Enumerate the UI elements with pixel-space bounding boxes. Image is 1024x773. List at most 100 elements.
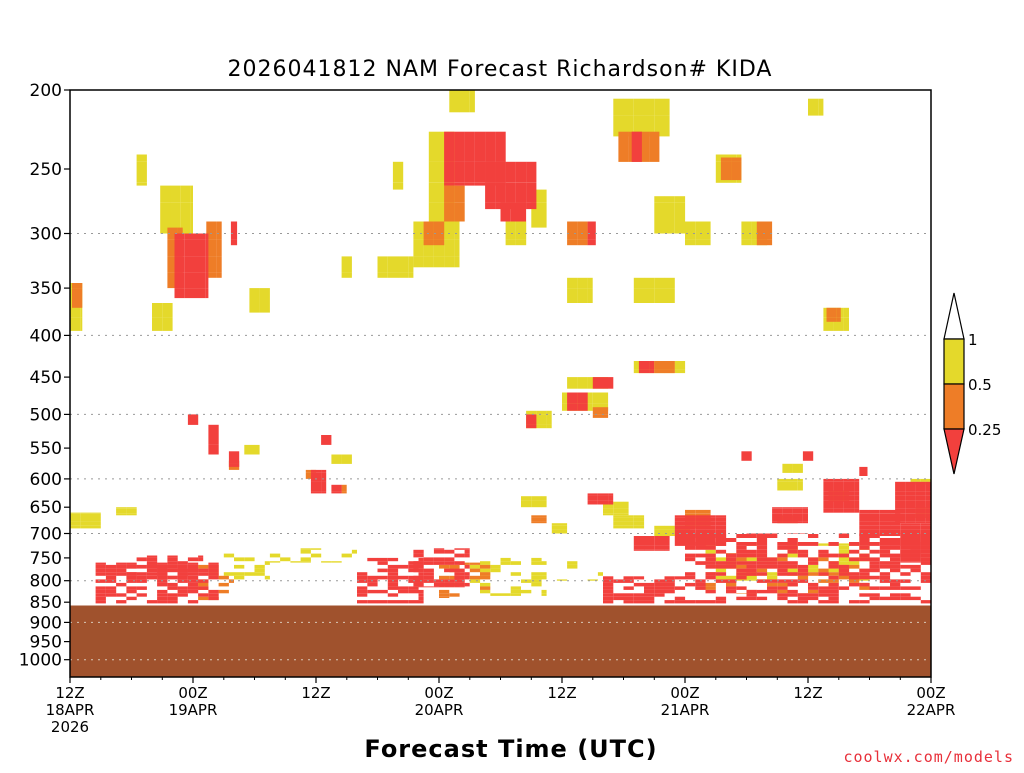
ri-cell-yellow: [644, 288, 655, 303]
ri-cell-orange: [72, 303, 83, 308]
ri-cell-red: [433, 557, 445, 562]
ri-cell-red: [772, 508, 783, 514]
ri-cell-red: [736, 534, 747, 538]
ri-cell-yellow: [190, 221, 193, 234]
ri-cell-yellow: [751, 221, 762, 240]
ri-cell-orange: [695, 509, 706, 514]
ri-cell-red: [357, 575, 368, 580]
ri-cell-red: [802, 454, 814, 461]
ri-cell-orange: [638, 139, 650, 162]
ri-cell-red: [910, 525, 921, 530]
ri-cell-yellow: [664, 98, 670, 116]
ri-cell-red: [623, 593, 634, 597]
ri-cell-red: [756, 557, 768, 562]
ri-cell-red: [890, 579, 901, 583]
ri-cell-red: [787, 589, 798, 594]
ri-cell-red: [879, 549, 891, 554]
ri-cell-red: [454, 548, 465, 550]
ri-cell-red: [228, 463, 240, 467]
ri-cell-red: [510, 202, 521, 222]
ri-cell-yellow: [428, 161, 440, 183]
ri-cell-red: [464, 131, 475, 140]
ri-cell-yellow: [726, 575, 737, 580]
ri-cell-red: [116, 593, 127, 597]
ri-cell-red: [859, 521, 870, 526]
ri-cell-orange: [439, 575, 450, 580]
ri-cell-yellow: [116, 513, 127, 516]
ri-cell-red: [146, 568, 158, 573]
ri-cell-orange: [736, 564, 747, 569]
ri-cell-red: [126, 572, 137, 576]
ri-cell-red: [444, 139, 455, 162]
ri-cell-red: [705, 557, 716, 562]
ri-cell-red: [474, 139, 486, 162]
ri-cell-red: [797, 593, 809, 597]
ri-cell-yellow: [685, 239, 696, 246]
ri-cell-red: [843, 500, 855, 505]
ri-cell-red: [413, 553, 424, 558]
ri-cell-yellow: [180, 202, 191, 222]
ri-cell-yellow: [341, 553, 352, 558]
ri-cell-yellow: [567, 288, 578, 303]
ri-cell-red: [205, 239, 209, 257]
ri-cell-yellow: [546, 424, 552, 429]
ri-cell-red: [869, 564, 880, 569]
ri-cell-red: [577, 392, 588, 404]
ri-cell-orange: [828, 572, 839, 576]
ri-cell-red: [603, 576, 614, 580]
ri-cell-red: [167, 593, 178, 597]
y-tick-label: 650: [30, 498, 62, 518]
ri-cell-yellow: [80, 517, 91, 522]
ri-cell-yellow: [162, 303, 173, 318]
ri-cell-orange: [480, 586, 491, 590]
ri-cell-red: [187, 589, 199, 594]
ri-cell-yellow: [592, 392, 604, 404]
ri-cell-yellow: [480, 561, 491, 565]
ri-cell-red: [310, 481, 322, 487]
ri-cell-red: [613, 579, 624, 583]
ri-cell-red: [116, 564, 127, 569]
ri-cell-red: [95, 593, 106, 597]
ri-cell-yellow: [510, 572, 521, 576]
ri-cell-red: [915, 513, 926, 518]
ri-cell-yellow: [603, 508, 614, 514]
ri-cell-orange: [736, 557, 747, 562]
ri-cell-red: [787, 549, 798, 554]
ri-cell-yellow: [787, 481, 798, 487]
ri-cell-red: [854, 486, 860, 492]
ri-cell-yellow: [249, 303, 260, 313]
ri-cell-red: [321, 473, 327, 482]
ri-cell-yellow: [654, 288, 665, 303]
ri-cell-yellow: [521, 496, 532, 501]
ri-cell-red: [521, 202, 527, 222]
ri-cell-yellow: [654, 202, 665, 222]
ri-cell-red: [920, 561, 932, 565]
y-tick-label: 300: [30, 225, 62, 245]
ri-cell-red: [695, 521, 706, 526]
ri-cell-yellow: [567, 377, 578, 381]
ri-cell-red: [756, 534, 768, 538]
ri-cell-orange: [664, 361, 675, 370]
ri-cell-yellow: [190, 202, 193, 222]
ri-cell-orange: [444, 185, 455, 203]
ri-cell-yellow: [490, 568, 501, 573]
ri-cell-red: [187, 557, 199, 562]
ri-cell-red: [782, 508, 793, 514]
ri-cell-yellow: [510, 586, 521, 590]
ri-cell-red: [357, 593, 368, 597]
ri-cell-red: [854, 508, 860, 513]
ri-cell-orange: [818, 568, 829, 573]
ri-cell-red: [418, 596, 424, 601]
ri-cell-red: [777, 545, 788, 550]
ri-cell-red: [828, 561, 839, 565]
ri-cell-red: [879, 533, 891, 534]
ri-cell-red: [146, 572, 158, 576]
ri-cell-yellow: [469, 579, 481, 583]
ri-cell-red: [187, 572, 199, 576]
ri-cell-red: [331, 491, 342, 494]
ri-cell-orange: [206, 239, 217, 257]
ri-cell-red: [715, 542, 727, 546]
ri-cell-yellow: [633, 98, 645, 116]
ri-cell-yellow: [613, 525, 624, 529]
ri-cell-red: [587, 221, 596, 240]
